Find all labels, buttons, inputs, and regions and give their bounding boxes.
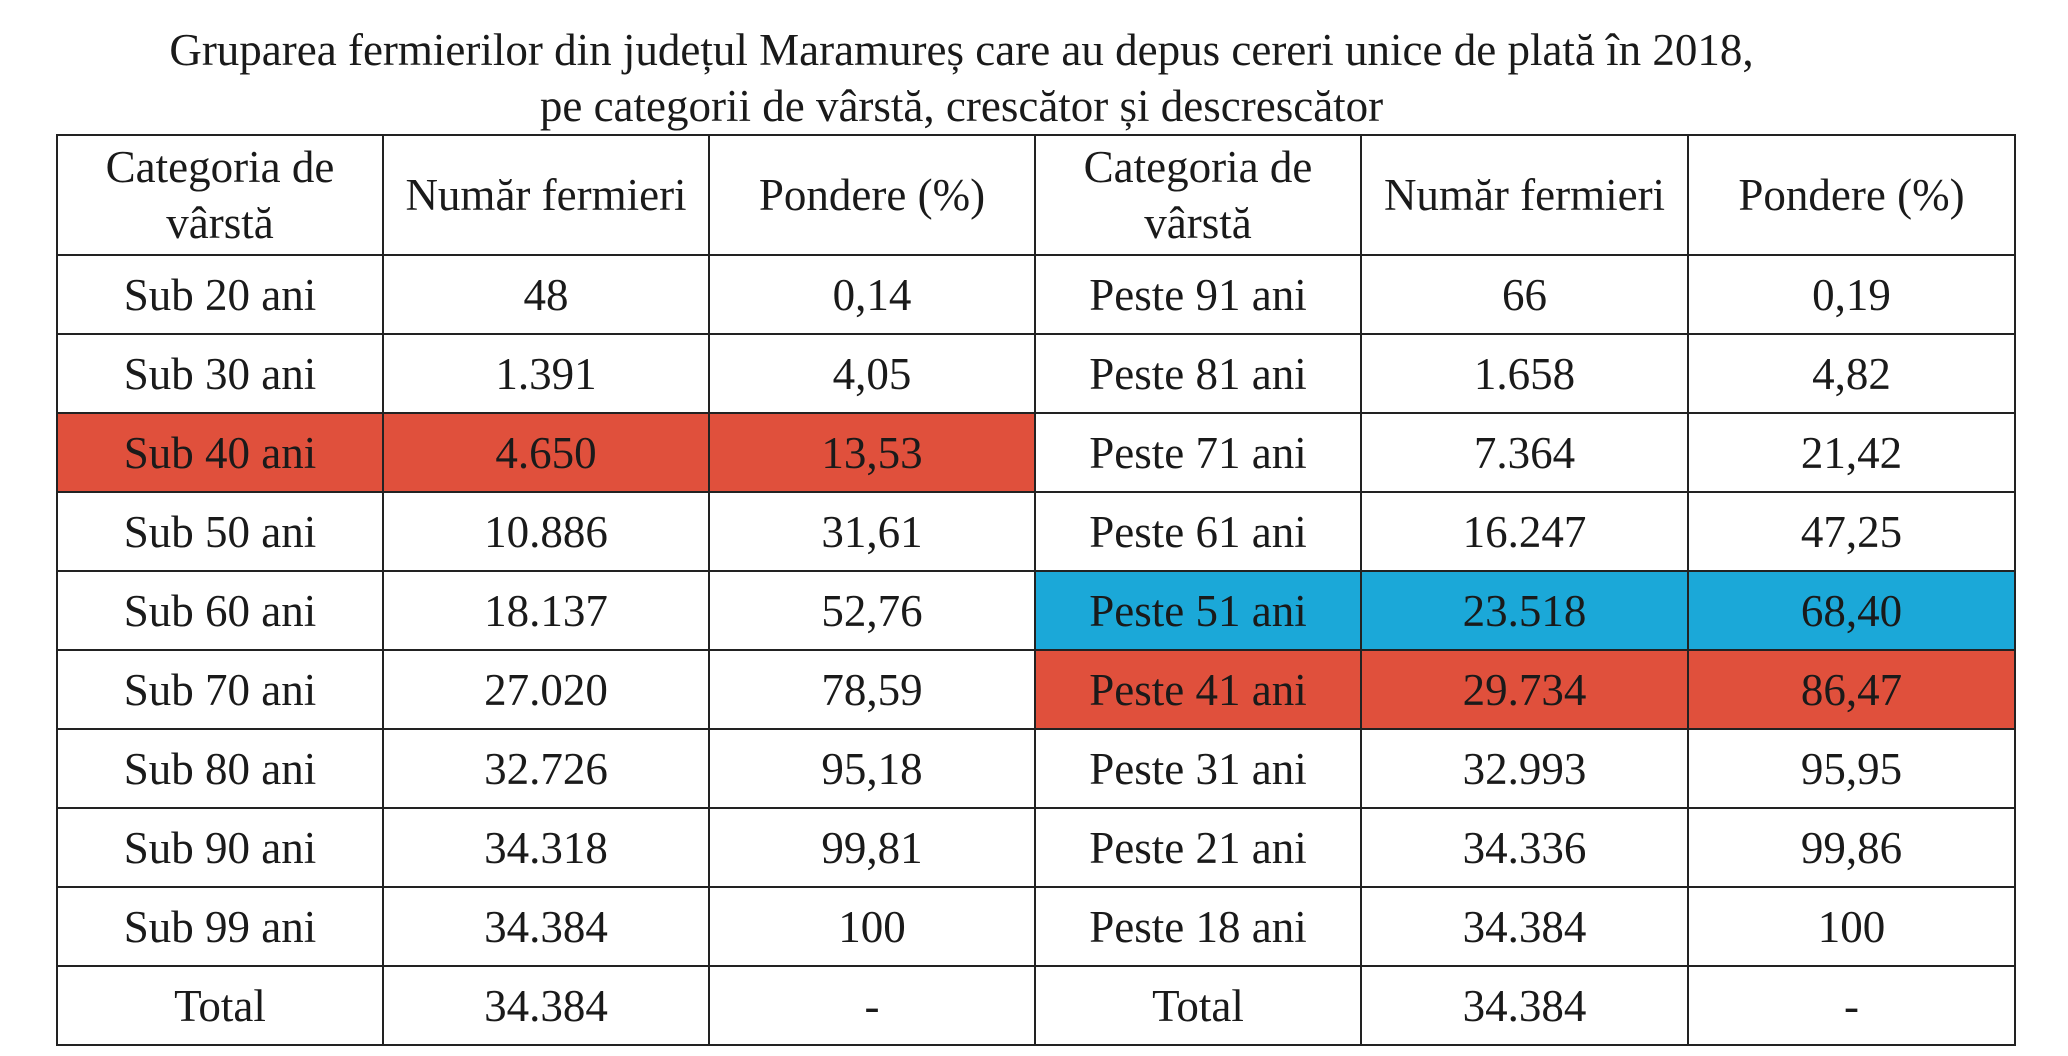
age-category-cell: Peste 31 ani xyxy=(1034,728,1362,809)
total-label-cell: Total xyxy=(1034,965,1362,1046)
total-share-cell: - xyxy=(708,965,1036,1046)
farmer-count-cell: 18.137 xyxy=(382,570,710,651)
age-category-cell-highlighted: Sub 40 ani xyxy=(56,412,384,493)
table-row: Sub 30 ani 1.391 4,05 Peste 81 ani 1.658… xyxy=(56,333,2016,414)
title-line-1: Gruparea fermierilor din județul Maramur… xyxy=(169,25,1754,75)
age-category-cell-highlighted: Peste 51 ani xyxy=(1034,570,1362,651)
share-cell: 100 xyxy=(708,886,1036,967)
share-cell: 52,76 xyxy=(708,570,1036,651)
age-category-cell: Sub 60 ani xyxy=(56,570,384,651)
share-cell: 4,05 xyxy=(708,333,1036,414)
farmer-count-cell: 10.886 xyxy=(382,491,710,572)
farmer-count-cell: 32.726 xyxy=(382,728,710,809)
farmer-count-cell-highlighted: 23.518 xyxy=(1360,570,1689,651)
farmer-count-cell: 32.993 xyxy=(1360,728,1689,809)
age-category-cell: Peste 18 ani xyxy=(1034,886,1362,967)
age-category-cell-highlighted: Peste 41 ani xyxy=(1034,649,1362,730)
farmer-count-cell-highlighted: 29.734 xyxy=(1360,649,1689,730)
share-cell: 31,61 xyxy=(708,491,1036,572)
total-share-cell: - xyxy=(1687,965,2016,1046)
share-cell: 100 xyxy=(1687,886,2016,967)
age-category-cell: Sub 30 ani xyxy=(56,333,384,414)
table-row: Sub 40 ani 4.650 13,53 Peste 71 ani 7.36… xyxy=(56,412,2016,493)
farmer-count-cell: 27.020 xyxy=(382,649,710,730)
age-category-cell: Sub 90 ani xyxy=(56,807,384,888)
table-row: Sub 60 ani 18.137 52,76 Peste 51 ani 23.… xyxy=(56,570,2016,651)
farmer-count-cell: 34.384 xyxy=(1360,886,1689,967)
share-cell: 95,95 xyxy=(1687,728,2016,809)
farmer-count-cell: 7.364 xyxy=(1360,412,1689,493)
share-cell: 0,14 xyxy=(708,254,1036,335)
age-category-cell: Peste 91 ani xyxy=(1034,254,1362,335)
farmer-count-cell: 34.318 xyxy=(382,807,710,888)
share-cell: 78,59 xyxy=(708,649,1036,730)
table-row: Sub 80 ani 32.726 95,18 Peste 31 ani 32.… xyxy=(56,728,2016,809)
header-share-asc: Pondere (%) xyxy=(708,134,1036,256)
age-category-cell: Peste 21 ani xyxy=(1034,807,1362,888)
total-row: Total 34.384 - Total 34.384 - xyxy=(56,965,2016,1046)
farmers-age-table: Categoria de vârstă Număr fermieri Ponde… xyxy=(56,134,2016,1046)
age-category-cell: Sub 70 ani xyxy=(56,649,384,730)
table-row: Sub 70 ani 27.020 78,59 Peste 41 ani 29.… xyxy=(56,649,2016,730)
table-row: Sub 99 ani 34.384 100 Peste 18 ani 34.38… xyxy=(56,886,2016,967)
farmer-count-cell: 1.658 xyxy=(1360,333,1689,414)
header-age-category-asc: Categoria de vârstă xyxy=(56,134,384,256)
share-cell: 99,81 xyxy=(708,807,1036,888)
total-count-cell: 34.384 xyxy=(1360,965,1689,1046)
farmer-count-cell-highlighted: 4.650 xyxy=(382,412,710,493)
age-category-cell: Peste 71 ani xyxy=(1034,412,1362,493)
total-count-cell: 34.384 xyxy=(382,965,710,1046)
table-title: Gruparea fermierilor din județul Maramur… xyxy=(0,22,1923,134)
age-category-cell: Peste 61 ani xyxy=(1034,491,1362,572)
age-category-cell: Sub 80 ani xyxy=(56,728,384,809)
age-category-cell: Sub 99 ani xyxy=(56,886,384,967)
farmer-count-cell: 16.247 xyxy=(1360,491,1689,572)
share-cell: 95,18 xyxy=(708,728,1036,809)
table-row: Sub 50 ani 10.886 31,61 Peste 61 ani 16.… xyxy=(56,491,2016,572)
share-cell-highlighted: 13,53 xyxy=(708,412,1036,493)
farmer-count-cell: 34.336 xyxy=(1360,807,1689,888)
table-row: Sub 20 ani 48 0,14 Peste 91 ani 66 0,19 xyxy=(56,254,2016,335)
share-cell-highlighted: 86,47 xyxy=(1687,649,2016,730)
header-row: Categoria de vârstă Număr fermieri Ponde… xyxy=(56,134,2016,256)
total-label-cell: Total xyxy=(56,965,384,1046)
header-share-desc: Pondere (%) xyxy=(1687,134,2016,256)
table-row: Sub 90 ani 34.318 99,81 Peste 21 ani 34.… xyxy=(56,807,2016,888)
header-age-category-desc: Categoria de vârstă xyxy=(1034,134,1362,256)
header-farmer-count-desc: Număr fermieri xyxy=(1360,134,1689,256)
header-farmer-count-asc: Număr fermieri xyxy=(382,134,710,256)
title-line-2: pe categorii de vârstă, crescător și des… xyxy=(539,81,1384,131)
share-cell: 21,42 xyxy=(1687,412,2016,493)
age-category-cell: Sub 20 ani xyxy=(56,254,384,335)
share-cell: 4,82 xyxy=(1687,333,2016,414)
share-cell: 47,25 xyxy=(1687,491,2016,572)
age-category-cell: Peste 81 ani xyxy=(1034,333,1362,414)
share-cell-highlighted: 68,40 xyxy=(1687,570,2016,651)
share-cell: 0,19 xyxy=(1687,254,2016,335)
farmer-count-cell: 48 xyxy=(382,254,710,335)
farmer-count-cell: 1.391 xyxy=(382,333,710,414)
age-category-cell: Sub 50 ani xyxy=(56,491,384,572)
share-cell: 99,86 xyxy=(1687,807,2016,888)
farmer-count-cell: 34.384 xyxy=(382,886,710,967)
farmer-count-cell: 66 xyxy=(1360,254,1689,335)
